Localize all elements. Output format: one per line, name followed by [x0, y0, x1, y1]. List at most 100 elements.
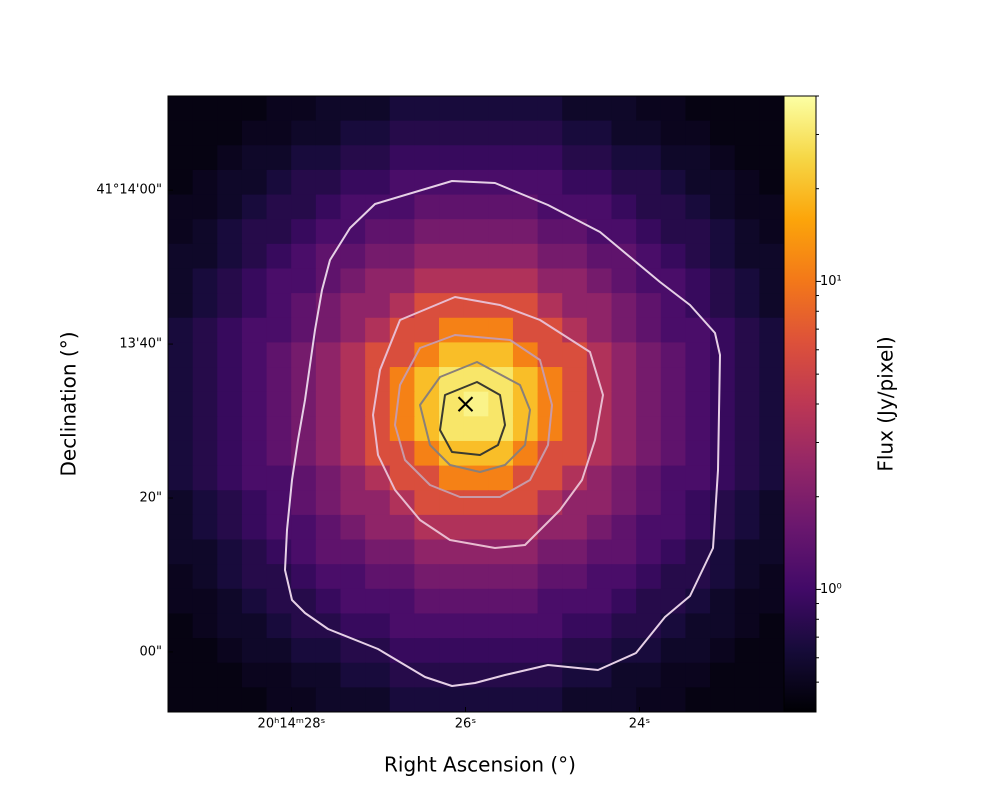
pixel — [315, 96, 341, 122]
pixel — [636, 662, 662, 688]
pixel — [759, 293, 785, 319]
pixel — [685, 243, 711, 269]
pixel — [241, 293, 268, 319]
pixel — [537, 539, 563, 565]
pixel — [759, 539, 785, 565]
pixel — [660, 219, 686, 245]
pixel — [340, 96, 366, 122]
pixel — [389, 391, 415, 417]
pixel — [734, 564, 760, 590]
pixel — [660, 638, 686, 664]
pixel — [389, 613, 415, 639]
pixel — [759, 268, 785, 294]
pixel — [365, 243, 391, 269]
pixel — [340, 539, 366, 565]
pixel — [710, 638, 736, 664]
pixel — [685, 514, 711, 541]
pixel — [266, 120, 292, 146]
pixel — [192, 169, 218, 196]
pixel — [710, 613, 736, 639]
pixel — [414, 367, 440, 393]
pixel — [168, 268, 194, 294]
pixel — [586, 514, 613, 541]
pixel — [611, 687, 637, 713]
y-tick-label: 41°14'00" — [96, 183, 162, 198]
contour — [284, 180, 721, 687]
pixel — [315, 638, 341, 664]
pixel — [291, 96, 317, 122]
pixel — [759, 96, 785, 122]
pixel — [685, 662, 711, 688]
pixel — [192, 687, 218, 713]
image — [168, 96, 785, 713]
pixel — [365, 219, 391, 245]
y-axis-label: Declination (°) — [57, 331, 81, 476]
pixel — [389, 268, 415, 294]
pixel — [636, 169, 662, 196]
pixel — [759, 169, 785, 196]
pixel — [562, 367, 588, 393]
pixel — [365, 317, 391, 343]
pixel — [562, 145, 588, 171]
pixel — [636, 687, 662, 713]
pixel — [439, 268, 465, 294]
pixel — [168, 613, 194, 639]
pixel — [537, 440, 563, 467]
pixel — [266, 465, 292, 491]
pixel — [241, 169, 268, 196]
pixel — [636, 120, 662, 146]
pixel — [217, 96, 243, 122]
pixel — [660, 96, 686, 122]
pixel — [439, 169, 465, 196]
pixel — [463, 588, 489, 614]
pixel — [685, 564, 711, 590]
pixel — [439, 638, 465, 664]
pixel — [217, 539, 243, 565]
pixel — [241, 490, 268, 516]
pixel — [636, 465, 662, 491]
pixel — [759, 243, 785, 269]
pixel — [168, 514, 194, 541]
pixel — [660, 120, 686, 146]
pixel — [562, 588, 588, 614]
pixel — [759, 638, 785, 664]
pixel — [611, 588, 637, 614]
pixel — [168, 465, 194, 491]
pixel — [611, 194, 637, 220]
pixel — [315, 613, 341, 639]
pixel — [586, 317, 613, 343]
pixel — [537, 145, 563, 171]
pixel — [340, 613, 366, 639]
pixel — [315, 687, 341, 713]
pixel — [315, 342, 341, 368]
pixel — [340, 194, 366, 220]
pixel — [611, 662, 637, 688]
pixel — [217, 293, 243, 319]
pixel — [710, 564, 736, 590]
pixel — [414, 96, 440, 122]
pixel — [660, 465, 686, 491]
pixel — [586, 96, 613, 122]
pixel — [315, 120, 341, 146]
pixel — [636, 194, 662, 220]
pixel — [734, 539, 760, 565]
pixel — [759, 564, 785, 590]
pixel — [340, 243, 366, 269]
pixel — [734, 514, 760, 541]
pixel — [537, 293, 563, 319]
pixel — [414, 145, 440, 171]
pixel — [562, 342, 588, 368]
pixel — [562, 564, 588, 590]
x-axis-label: Right Ascension (°) — [384, 753, 576, 777]
pixel — [685, 490, 711, 516]
pixel — [537, 169, 563, 196]
pixel — [340, 687, 366, 713]
pixel — [611, 391, 637, 417]
pixel — [389, 490, 415, 516]
pixel — [611, 490, 637, 516]
pixel — [168, 588, 194, 614]
pixel — [734, 613, 760, 639]
pixel — [315, 169, 341, 196]
pixel — [586, 145, 613, 171]
pixel — [241, 317, 268, 343]
